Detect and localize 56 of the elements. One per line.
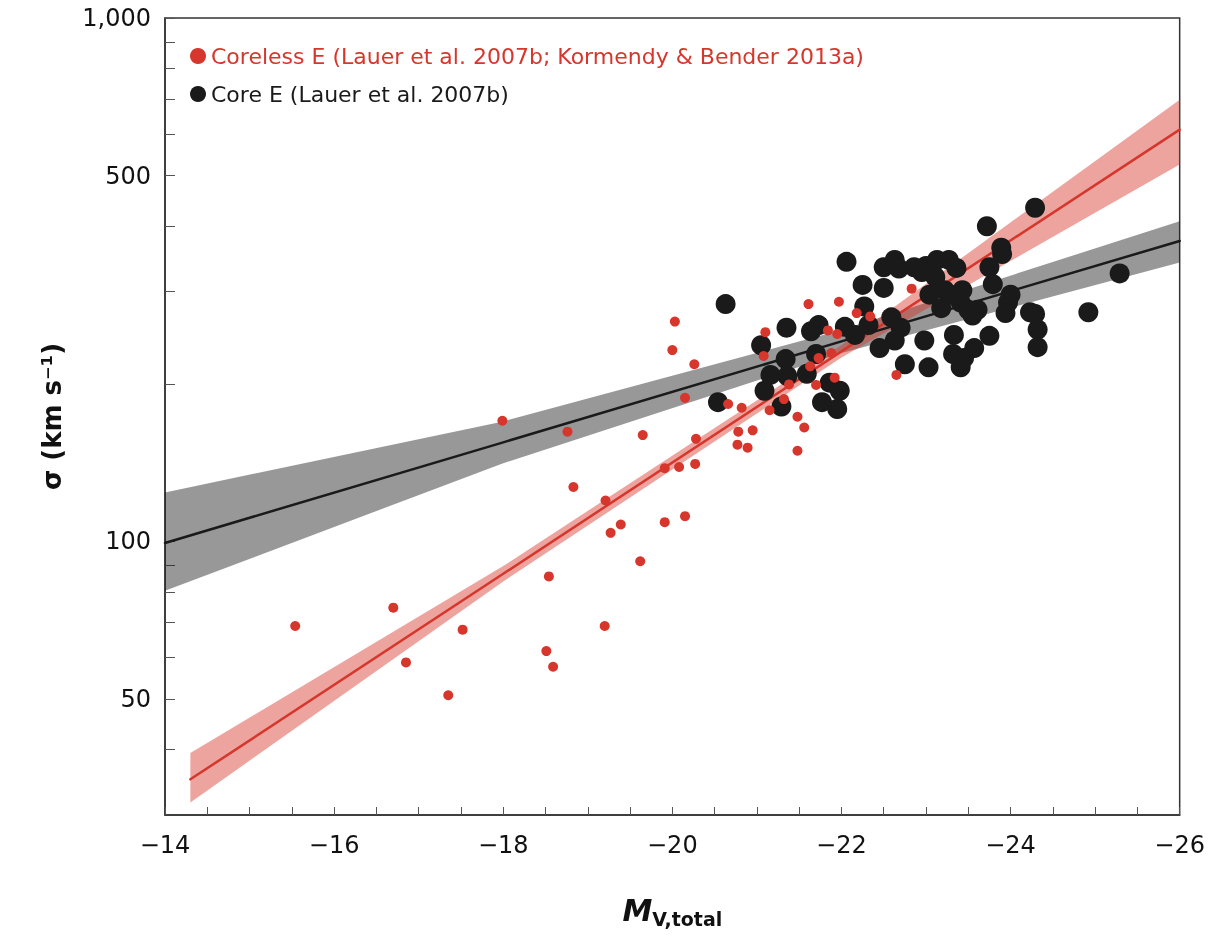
x-tick-label: −26	[1154, 831, 1205, 859]
point	[680, 511, 691, 522]
point	[799, 422, 810, 433]
point	[615, 519, 626, 530]
point	[562, 426, 573, 437]
point	[689, 359, 700, 370]
point	[443, 690, 454, 701]
y-tick-label: 500	[105, 161, 151, 190]
x-tick-label: −18	[477, 831, 529, 859]
point	[401, 657, 411, 668]
legend-label: Coreless E (Lauer et al. 2007b; Kormendy & Bender 2013a)	[211, 43, 864, 69]
point	[568, 482, 579, 493]
point	[747, 425, 758, 436]
point	[733, 426, 744, 437]
point	[605, 527, 616, 538]
point	[669, 316, 680, 327]
point	[637, 430, 648, 441]
point	[659, 517, 670, 528]
point	[674, 462, 685, 472]
point	[691, 433, 702, 444]
point	[742, 442, 753, 453]
point	[792, 411, 803, 422]
point	[736, 402, 747, 413]
point	[833, 296, 844, 307]
legend-label: Core E (Lauer et al. 2007b)	[211, 81, 509, 107]
y-tick-label: 1,000	[82, 4, 151, 32]
point	[600, 495, 611, 506]
point	[732, 439, 743, 450]
point	[667, 345, 678, 356]
point	[659, 463, 670, 474]
point	[760, 327, 771, 338]
line-series	[163, 239, 1181, 545]
x-tick-label: −14	[139, 831, 191, 859]
point	[388, 602, 399, 613]
point	[541, 646, 552, 657]
x-tick-label: −24	[985, 831, 1036, 859]
point	[497, 415, 508, 426]
point	[680, 392, 691, 403]
x-tick-label: −20	[647, 831, 698, 859]
point	[826, 348, 837, 359]
point	[457, 624, 468, 635]
point	[803, 299, 814, 310]
point	[635, 556, 646, 567]
point	[792, 445, 803, 456]
x-tick-label: −22	[816, 831, 867, 859]
point	[906, 283, 917, 294]
y-tick-label: 50	[120, 684, 151, 713]
x-tick-label: −16	[308, 831, 360, 859]
point	[543, 571, 554, 582]
y-tick-label: 100	[105, 527, 151, 556]
y-axis-title: σ (km s⁻¹)	[37, 342, 67, 491]
point	[811, 379, 822, 390]
point	[690, 458, 701, 469]
point	[599, 621, 610, 632]
point	[548, 661, 559, 672]
point	[290, 621, 301, 632]
